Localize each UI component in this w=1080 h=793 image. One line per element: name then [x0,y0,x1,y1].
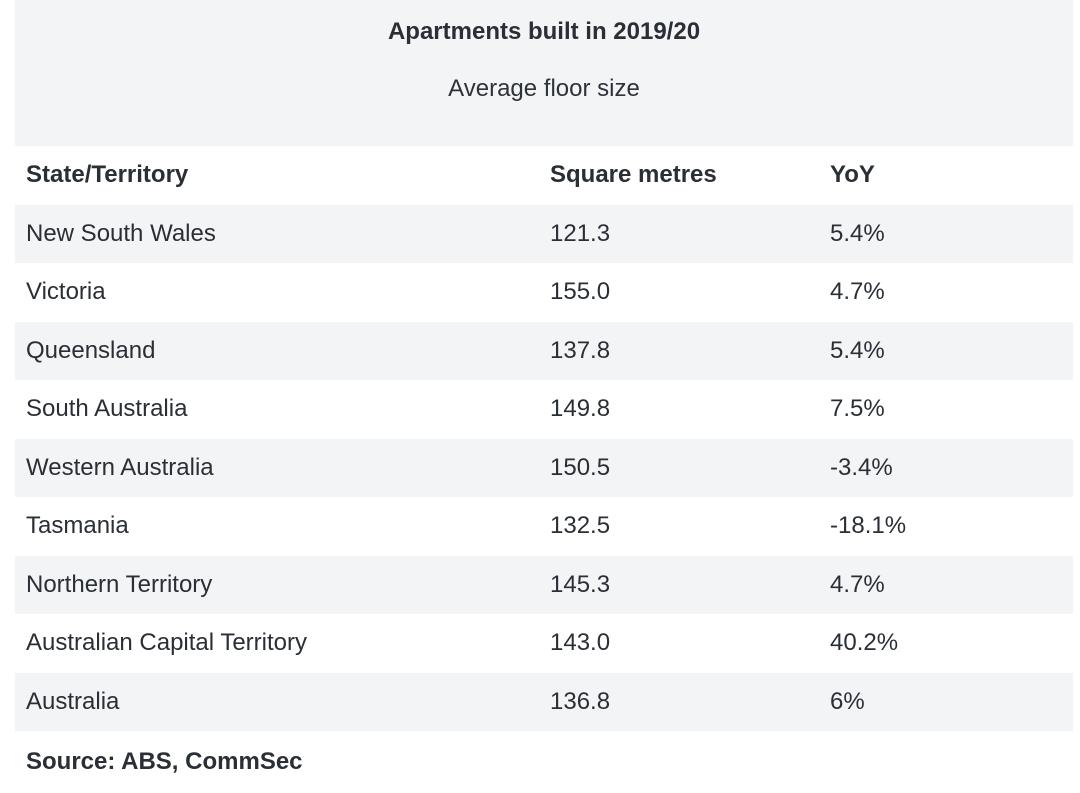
column-header-row: State/Territory Square metres YoY [15,146,1073,205]
table-row: Tasmania 132.5 -18.1% [15,497,1073,556]
square-metres-cell: 150.5 [550,453,611,481]
yoy-cell: -18.1% [830,512,907,539]
square-metres-cell: 155.0 [550,278,611,305]
table-row: Australia 136.8 6% [15,672,1073,731]
square-metres-cell: 149.8 [550,395,611,422]
square-metres-cell: 136.8 [550,687,611,715]
table-title: Apartments built in 2019/20 [387,18,701,45]
yoy-cell: -3.4% [830,453,893,481]
square-metres-cell: 132.5 [550,512,611,539]
state-cell: Tasmania [26,512,129,539]
square-metres-cell: 121.3 [550,219,611,247]
column-header-state: State/Territory [26,161,189,188]
state-cell: Australian Capital Territory [26,629,308,656]
state-cell: Western Australia [26,453,214,481]
yoy-cell: 5.4% [830,219,885,247]
state-cell: New South Wales [26,219,216,247]
yoy-cell: 5.4% [830,336,885,364]
square-metres-cell: 137.8 [550,336,611,364]
state-cell: Queensland [26,336,156,364]
state-cell: Northern Territory [26,570,213,598]
square-metres-cell: 145.3 [550,570,611,598]
column-header-yoy: YoY [830,161,875,188]
table-header: Apartments built in 2019/20 Average floo… [15,0,1073,146]
table-row: South Australia 149.8 7.5% [15,380,1073,439]
state-cell: Victoria [26,278,106,305]
table-row: New South Wales 121.3 5.4% [15,204,1073,263]
table-row: Western Australia 150.5 -3.4% [15,438,1073,497]
table-row: Australian Capital Territory 143.0 40.2% [15,614,1073,673]
table-container: Apartments built in 2019/20 Average floo… [15,0,1073,731]
source-note: Source: ABS, CommSec [26,748,303,775]
yoy-cell: 7.5% [830,395,885,422]
table-row: Queensland 137.8 5.4% [15,321,1073,380]
yoy-cell: 4.7% [830,570,885,598]
state-cell: Australia [26,687,120,715]
state-cell: South Australia [26,395,188,422]
yoy-cell: 40.2% [830,629,899,656]
table-subtitle: Average floor size [448,75,640,102]
square-metres-cell: 143.0 [550,629,611,656]
column-header-square-metres: Square metres [550,161,717,188]
table-row: Northern Territory 145.3 4.7% [15,555,1073,614]
yoy-cell: 4.7% [830,278,885,305]
yoy-cell: 6% [830,687,865,715]
table-row: Victoria 155.0 4.7% [15,263,1073,322]
